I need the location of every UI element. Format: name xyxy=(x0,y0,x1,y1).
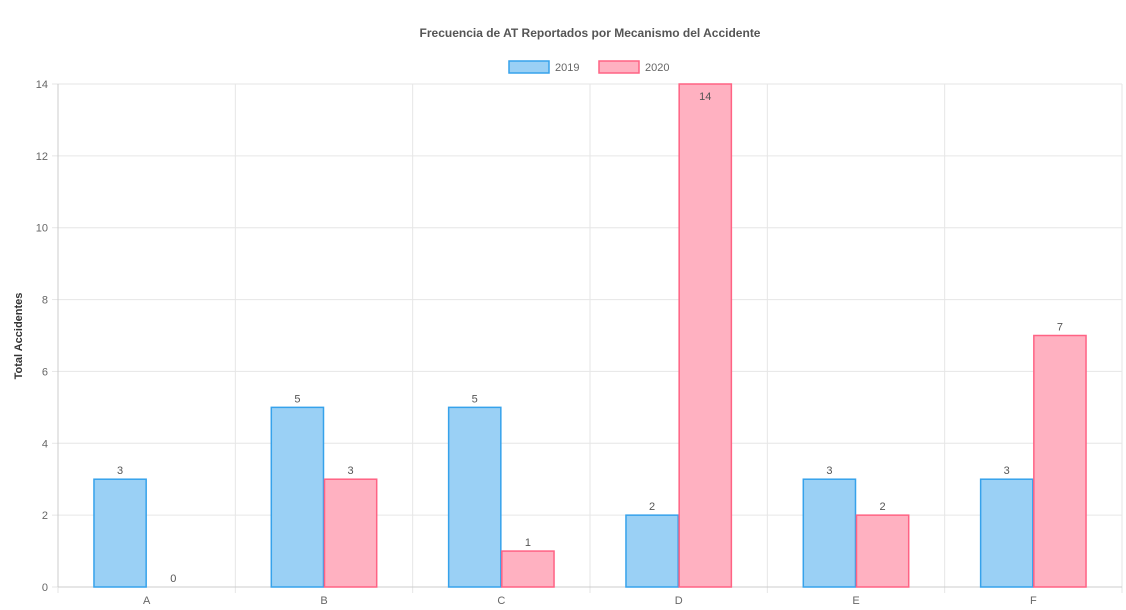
bar-2020-D xyxy=(678,83,733,588)
data-label-2020-E: 2 xyxy=(880,501,886,513)
legend-swatch-2019 xyxy=(508,60,550,74)
x-tick-label: C xyxy=(497,595,505,607)
data-label-2019-E: 3 xyxy=(826,465,832,477)
y-tick-label: 0 xyxy=(42,582,48,594)
x-tick-label: A xyxy=(143,595,151,607)
y-tick-label: 12 xyxy=(36,151,48,163)
legend: 2019 2020 xyxy=(508,60,669,74)
data-label-2020-D: 14 xyxy=(699,91,711,103)
bar-2019-B xyxy=(270,406,325,588)
y-tick-label: 8 xyxy=(42,295,48,307)
bar-2019-C xyxy=(447,406,502,588)
x-tick-label: D xyxy=(675,595,683,607)
bar-2020-C xyxy=(501,550,555,588)
y-tick-label: 2 xyxy=(42,510,48,522)
data-label-2020-B: 3 xyxy=(348,465,354,477)
legend-label-2020: 2020 xyxy=(645,62,669,74)
x-tick-label: E xyxy=(852,595,859,607)
y-axis-ticks: 0 2 4 6 8 10 12 14 xyxy=(36,79,48,594)
data-label-2019-A: 3 xyxy=(117,465,123,477)
x-axis-ticks: A B C D E F xyxy=(143,595,1037,607)
x-tick-label: F xyxy=(1030,595,1037,607)
chart-title: Frecuencia de AT Reportados por Mecanism… xyxy=(420,26,761,40)
data-label-2020-C: 1 xyxy=(525,537,531,549)
y-tick-label: 14 xyxy=(36,79,48,91)
y-tick-label: 6 xyxy=(42,366,48,378)
data-label-2019-B: 5 xyxy=(294,393,300,405)
bar-2019-A xyxy=(93,478,147,588)
legend-swatch-2020 xyxy=(598,60,640,74)
data-label-2020-A: 0 xyxy=(170,573,176,585)
bar-2019-D xyxy=(625,514,679,588)
gridlines xyxy=(52,83,1123,593)
y-axis-label: Total Accidentes xyxy=(13,293,25,380)
legend-label-2019: 2019 xyxy=(555,62,579,74)
bar-2020-F xyxy=(1033,334,1087,588)
x-tick-label: B xyxy=(320,595,327,607)
bar-2020-B xyxy=(323,478,378,588)
data-label-2019-C: 5 xyxy=(472,393,478,405)
bar-2019-E xyxy=(802,478,857,588)
bars xyxy=(93,83,1087,588)
data-label-2019-D: 2 xyxy=(649,501,655,513)
data-label-2019-F: 3 xyxy=(1004,465,1010,477)
bar-2019-F xyxy=(979,478,1034,588)
bar-2020-E xyxy=(855,514,910,588)
data-label-2020-F: 7 xyxy=(1057,322,1063,334)
y-tick-label: 10 xyxy=(36,223,48,235)
y-tick-label: 4 xyxy=(42,438,48,450)
